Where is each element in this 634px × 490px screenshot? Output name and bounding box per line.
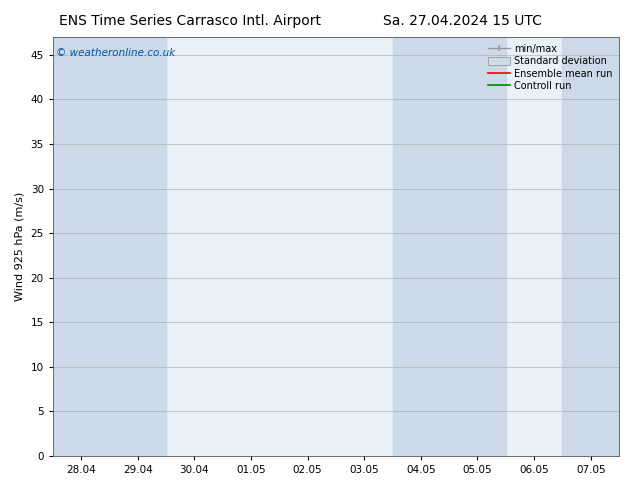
Bar [53, 37, 166, 456]
Bar [562, 37, 634, 456]
Text: © weatheronline.co.uk: © weatheronline.co.uk [56, 48, 175, 57]
Bar [392, 37, 506, 456]
Text: Sa. 27.04.2024 15 UTC: Sa. 27.04.2024 15 UTC [384, 14, 542, 28]
Text: ENS Time Series Carrasco Intl. Airport: ENS Time Series Carrasco Intl. Airport [59, 14, 321, 28]
Legend: min/max, Standard deviation, Ensemble mean run, Controll run: min/max, Standard deviation, Ensemble me… [486, 42, 614, 93]
Y-axis label: Wind 925 hPa (m/s): Wind 925 hPa (m/s) [15, 192, 25, 301]
